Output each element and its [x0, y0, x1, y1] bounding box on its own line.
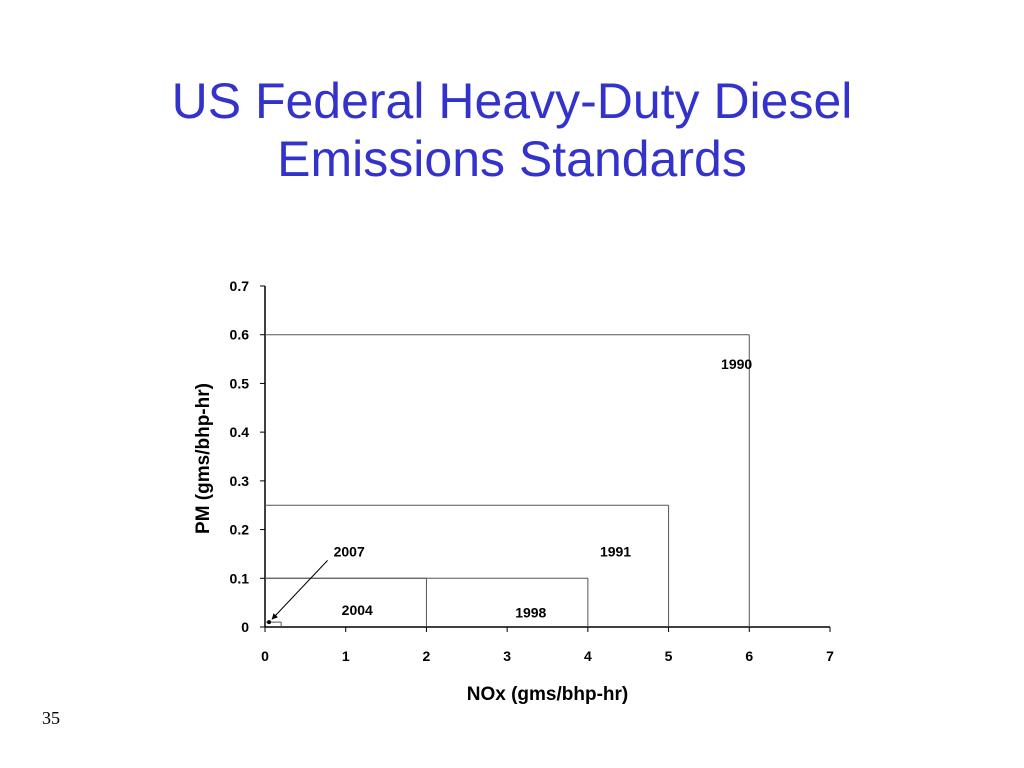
y-tick-label: 0.4: [230, 424, 250, 440]
year-label-2004: 2004: [342, 602, 373, 618]
year-label-1998: 1998: [515, 604, 546, 620]
y-tick-label: 0.1: [230, 570, 250, 586]
x-tick-label: 4: [584, 648, 592, 664]
page-number: 35: [42, 708, 60, 728]
x-tick-label: 6: [745, 648, 753, 664]
y-tick-label: 0.6: [230, 327, 250, 343]
year-label-1991: 1991: [600, 543, 631, 559]
slide-title: US Federal Heavy-Duty Diesel Emissions S…: [0, 72, 1024, 188]
x-tick-label: 7: [826, 648, 834, 664]
y-tick-label: 0.7: [230, 278, 250, 294]
year-label-1990: 1990: [721, 356, 752, 372]
x-axis-title: NOx (gms/bhp-hr): [467, 684, 629, 705]
y-tick-label: 0.3: [230, 473, 250, 489]
x-tick-label: 1: [342, 648, 350, 664]
year-label-2007: 2007: [334, 543, 365, 559]
year-2007-arrow: [271, 560, 328, 620]
x-tick-label: 5: [665, 648, 673, 664]
y-tick-label: 0.5: [230, 375, 250, 391]
y-tick-label: 0.2: [230, 522, 250, 538]
x-tick-label: 3: [503, 648, 511, 664]
slide-title-line1: US Federal Heavy-Duty Diesel: [171, 73, 853, 129]
x-tick-label: 0: [261, 648, 269, 664]
slide-title-line2: Emissions Standards: [277, 131, 747, 187]
y-tick-label: 0: [241, 619, 249, 635]
y-axis-title: PM (gms/bhp-hr): [193, 383, 214, 534]
x-tick-label: 2: [423, 648, 431, 664]
limit-2007-point: [267, 620, 272, 625]
